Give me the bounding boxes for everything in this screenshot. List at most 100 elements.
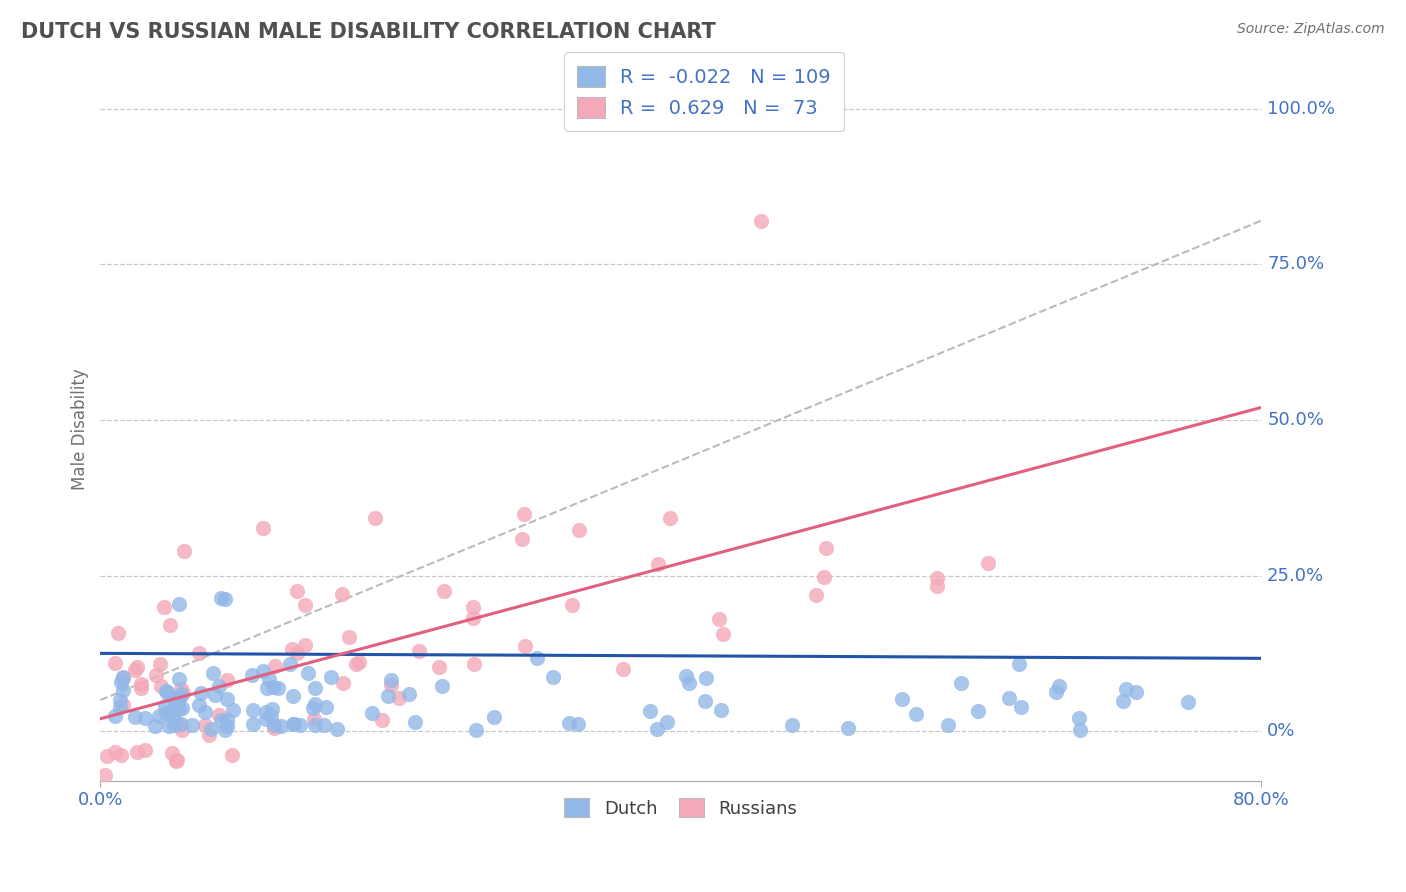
Point <box>304 697 326 711</box>
Point <box>463 599 485 614</box>
Point <box>252 664 274 678</box>
Point <box>124 709 146 723</box>
Point <box>380 673 402 687</box>
Point <box>187 646 209 660</box>
Point <box>167 701 190 715</box>
Point <box>513 507 536 521</box>
Point <box>432 680 454 694</box>
Point <box>371 713 394 727</box>
Point <box>198 729 221 743</box>
Point <box>281 689 304 703</box>
Point <box>215 692 238 706</box>
Point <box>214 592 236 607</box>
Point <box>647 557 669 571</box>
Point <box>153 600 176 615</box>
Point <box>463 611 485 625</box>
Point <box>149 679 172 693</box>
Point <box>568 523 591 537</box>
Point <box>170 717 193 731</box>
Point <box>134 711 156 725</box>
Text: 0%: 0% <box>1267 723 1295 740</box>
Point <box>515 639 537 653</box>
Point <box>108 700 131 714</box>
Point <box>1047 679 1070 693</box>
Point <box>304 681 326 695</box>
Point <box>1008 657 1031 671</box>
Point <box>208 708 231 723</box>
Point <box>193 705 215 719</box>
Point <box>201 666 224 681</box>
Point <box>967 704 990 718</box>
Point <box>110 675 132 690</box>
Point <box>204 688 226 702</box>
Point <box>194 717 217 731</box>
Point <box>711 627 734 641</box>
Point <box>541 670 564 684</box>
Point <box>112 683 135 698</box>
Point <box>200 722 222 736</box>
Point <box>169 690 191 704</box>
Point <box>612 662 634 676</box>
Point <box>162 718 184 732</box>
Point <box>260 708 283 723</box>
Point <box>927 571 949 585</box>
Point <box>936 718 959 732</box>
Point <box>557 715 579 730</box>
Point <box>346 657 368 672</box>
Point <box>1069 723 1091 737</box>
Point <box>173 544 195 558</box>
Point <box>180 718 202 732</box>
Point <box>294 638 316 652</box>
Point <box>659 510 682 524</box>
Point <box>263 658 285 673</box>
Point <box>143 719 166 733</box>
Point <box>148 709 170 723</box>
Point <box>94 768 117 782</box>
Point <box>285 584 308 599</box>
Legend: Dutch, Russians: Dutch, Russians <box>557 791 804 825</box>
Text: 75.0%: 75.0% <box>1267 255 1324 273</box>
Point <box>257 672 280 686</box>
Point <box>208 679 231 693</box>
Text: 100.0%: 100.0% <box>1267 100 1336 118</box>
Point <box>170 682 193 697</box>
Point <box>110 693 132 707</box>
Point <box>638 704 661 718</box>
Point <box>96 749 118 764</box>
Point <box>1177 695 1199 709</box>
Point <box>297 665 319 680</box>
Point <box>209 591 232 605</box>
Point <box>837 721 859 735</box>
Point <box>254 712 277 726</box>
Point <box>155 684 177 698</box>
Point <box>904 706 927 721</box>
Point <box>283 717 305 731</box>
Point <box>252 521 274 535</box>
Point <box>172 686 194 700</box>
Point <box>262 702 284 716</box>
Point <box>465 723 488 738</box>
Point <box>433 584 456 599</box>
Point <box>526 651 548 665</box>
Point <box>125 745 148 759</box>
Point <box>813 570 835 584</box>
Point <box>302 712 325 726</box>
Point <box>1067 711 1090 725</box>
Point <box>693 694 716 708</box>
Point <box>167 672 190 686</box>
Point <box>463 657 485 672</box>
Point <box>157 719 180 733</box>
Point <box>222 703 245 717</box>
Y-axis label: Male Disability: Male Disability <box>72 368 89 490</box>
Point <box>364 511 387 525</box>
Point <box>1115 682 1137 697</box>
Point <box>134 743 156 757</box>
Point <box>482 709 505 723</box>
Point <box>285 646 308 660</box>
Point <box>1125 685 1147 699</box>
Point <box>149 657 172 671</box>
Point <box>162 710 184 724</box>
Point <box>263 721 285 735</box>
Point <box>107 626 129 640</box>
Point <box>510 532 533 546</box>
